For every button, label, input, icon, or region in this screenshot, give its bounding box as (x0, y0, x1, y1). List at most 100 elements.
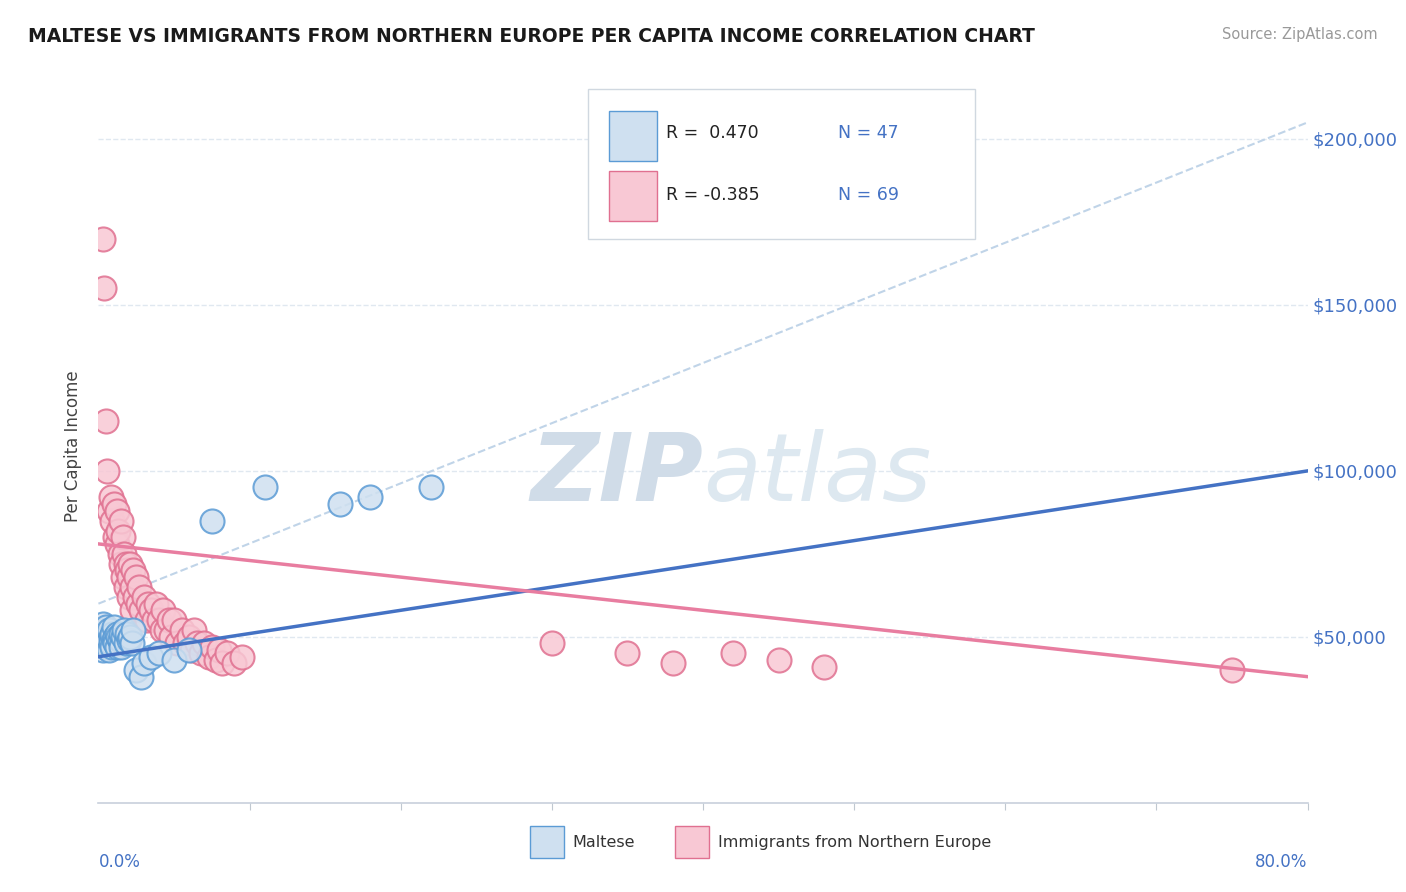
Point (163, 653, 186, 667)
Point (155, 624, 177, 638)
Point (90, 636, 112, 650)
Point (125, 663, 148, 677)
Text: N = 47: N = 47 (838, 125, 898, 143)
Point (104, 630, 127, 644)
Point (125, 570, 148, 584)
Point (152, 603, 174, 617)
Point (101, 640, 124, 654)
Point (135, 613, 157, 627)
Point (107, 630, 129, 644)
Point (93, 633, 115, 648)
Point (540, 636, 562, 650)
Text: Maltese: Maltese (572, 835, 636, 849)
FancyBboxPatch shape (530, 826, 564, 858)
Point (94, 640, 117, 654)
Point (1220, 663, 1243, 677)
Point (224, 657, 246, 671)
Point (122, 564, 145, 578)
Point (197, 649, 219, 664)
Point (170, 624, 193, 638)
Point (111, 630, 134, 644)
Point (186, 636, 208, 650)
FancyBboxPatch shape (675, 826, 709, 858)
Point (208, 643, 231, 657)
Point (91, 231, 114, 245)
Point (179, 630, 201, 644)
Point (108, 547, 131, 561)
Point (118, 590, 141, 604)
Point (201, 640, 224, 654)
Text: Source: ZipAtlas.com: Source: ZipAtlas.com (1222, 27, 1378, 42)
Point (329, 497, 352, 511)
Point (128, 580, 150, 594)
Point (101, 626, 124, 640)
Point (205, 653, 228, 667)
Point (103, 633, 125, 648)
Point (190, 647, 212, 661)
Text: R = -0.385: R = -0.385 (665, 186, 759, 203)
Point (114, 580, 136, 594)
Point (103, 620, 125, 634)
Point (129, 670, 152, 684)
Point (723, 647, 745, 661)
FancyBboxPatch shape (588, 89, 976, 239)
Point (110, 640, 132, 654)
Point (114, 557, 136, 571)
Point (179, 643, 201, 657)
Point (141, 649, 163, 664)
Point (107, 524, 129, 538)
Point (100, 491, 122, 505)
Point (148, 613, 170, 627)
Point (93, 626, 115, 640)
Point (105, 640, 128, 654)
Point (105, 504, 128, 518)
FancyBboxPatch shape (609, 171, 657, 221)
Text: 0.0%: 0.0% (98, 853, 141, 871)
Point (253, 481, 276, 495)
Point (360, 491, 382, 505)
Point (115, 626, 138, 640)
FancyBboxPatch shape (609, 111, 657, 161)
Point (118, 570, 141, 584)
Point (98, 624, 121, 638)
Point (105, 626, 128, 640)
Point (114, 636, 136, 650)
Point (193, 636, 215, 650)
Text: MALTESE VS IMMIGRANTS FROM NORTHERN EUROPE PER CAPITA INCOME CORRELATION CHART: MALTESE VS IMMIGRANTS FROM NORTHERN EURO… (28, 27, 1035, 45)
Point (108, 633, 131, 648)
Point (145, 597, 167, 611)
Point (120, 557, 142, 571)
Point (96, 636, 118, 650)
Text: N = 69: N = 69 (838, 186, 900, 203)
Point (231, 649, 253, 664)
Point (110, 514, 132, 528)
Point (201, 514, 224, 528)
Point (91, 643, 114, 657)
Point (813, 659, 835, 673)
Point (616, 647, 638, 661)
Point (122, 624, 145, 638)
Point (121, 603, 143, 617)
Text: 80.0%: 80.0% (1256, 853, 1308, 871)
Point (111, 570, 134, 584)
Point (420, 481, 443, 495)
Point (120, 630, 142, 644)
Point (105, 537, 128, 551)
Point (121, 636, 143, 650)
Point (112, 547, 135, 561)
Text: atlas: atlas (703, 429, 931, 520)
Point (112, 624, 135, 638)
Text: ZIP: ZIP (530, 428, 703, 521)
Point (94, 414, 117, 428)
Point (103, 497, 125, 511)
Point (89, 630, 111, 644)
Point (98, 643, 121, 657)
Point (183, 624, 205, 638)
Point (96, 464, 118, 478)
Point (150, 624, 173, 638)
Point (121, 580, 143, 594)
Point (93, 281, 115, 295)
Point (211, 657, 233, 671)
Point (148, 647, 170, 661)
Point (136, 597, 159, 611)
